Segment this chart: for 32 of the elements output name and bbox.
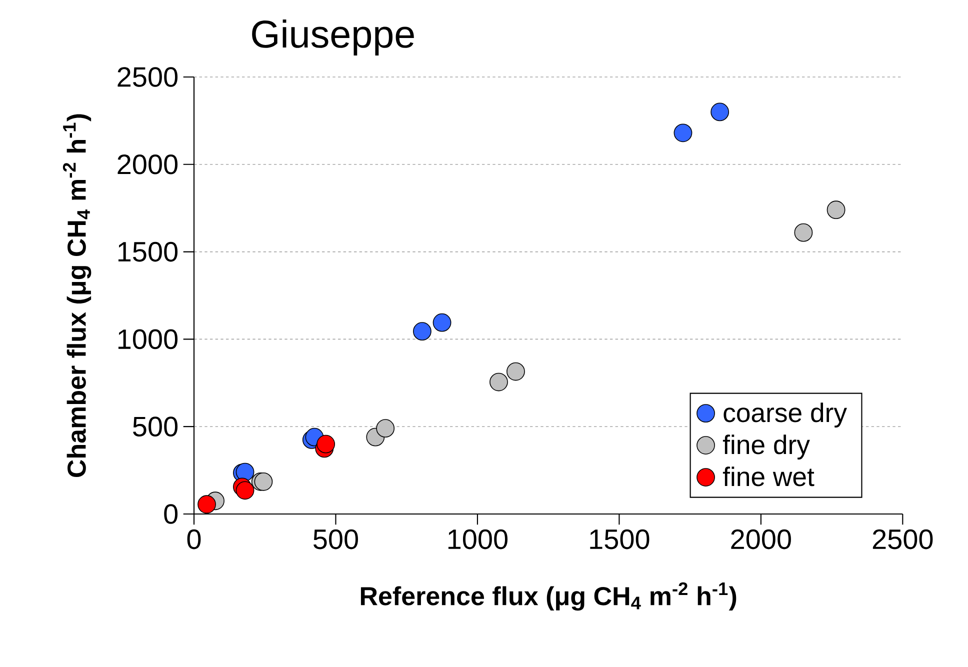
point [198, 495, 216, 514]
x-tick-label: 2500 [872, 530, 933, 550]
y-tick-label: 1000 [118, 329, 178, 350]
y-tick-label: 1500 [118, 242, 178, 262]
x-axis-title: Reference flux (μg CH$_{4}$ m$^{-2}$ h$^{-1}$) [360, 582, 736, 611]
y-axis-title: Chamber flux (μg CH$_{4}$ m$^{-2}$ h$^{-1}$) [62, 114, 92, 478]
point [826, 200, 846, 220]
x-tick-label: 1000 [448, 530, 508, 550]
point [490, 372, 508, 392]
y-tick-label: 2500 [118, 67, 178, 88]
point [710, 102, 730, 122]
y-tick-label: 2000 [118, 154, 178, 174]
chart-title: Giuseppe [252, 20, 414, 56]
point [254, 472, 273, 492]
y-tick-label: 0 [164, 504, 178, 524]
x-tick-label: 500 [314, 530, 358, 550]
point [236, 463, 254, 482]
x-tick-label: 2000 [731, 530, 791, 550]
legend-label: coarse dry [724, 402, 847, 428]
legend-label: fine dry [722, 434, 810, 460]
x-tick-label: 1500 [590, 530, 650, 550]
legend-label: fine wet [722, 466, 814, 486]
point [432, 314, 452, 332]
y-tick-label: 500 [133, 416, 178, 437]
point [316, 435, 336, 454]
point [674, 124, 692, 142]
point [794, 224, 813, 242]
point [236, 481, 254, 500]
x-tick-label: 0 [187, 530, 201, 550]
point [506, 362, 525, 381]
point [376, 419, 395, 438]
point [412, 322, 432, 341]
